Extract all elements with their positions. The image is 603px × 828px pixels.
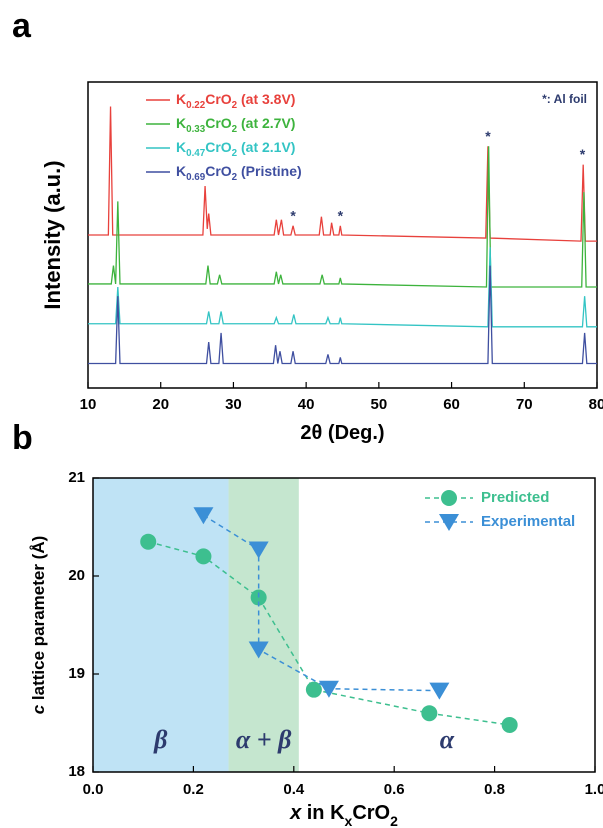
x-tick-label: 0.6 [384, 781, 405, 798]
peak-annotation: * [290, 207, 296, 223]
marker [421, 705, 438, 722]
x-tick-label: 60 [443, 396, 460, 413]
marker [305, 681, 322, 698]
panel-label: a [12, 7, 32, 45]
legend-label: Predicted [481, 489, 549, 506]
legend-marker [441, 490, 457, 506]
peak-annotation: * [580, 146, 586, 162]
series-line [148, 540, 510, 726]
x-tick-label: 1.0 [585, 781, 603, 798]
phase-label: α [440, 725, 455, 754]
x-tick-label: 80 [589, 396, 603, 413]
x-tick-label: 50 [371, 396, 388, 413]
series-line [88, 265, 597, 365]
x-tick-label: 0.4 [283, 781, 305, 798]
y-tick-label: 18 [68, 763, 85, 780]
marker [195, 548, 212, 565]
peak-annotation: * [485, 128, 491, 144]
marker [250, 589, 267, 606]
x-tick-label: 30 [225, 396, 242, 413]
panel-label: b [12, 419, 33, 457]
phase-region [93, 478, 229, 772]
legend-marker [439, 514, 459, 531]
marker [193, 507, 214, 525]
legend-label: Experimental [481, 513, 575, 530]
marker [429, 682, 450, 700]
x-tick-label: 0.0 [83, 781, 104, 798]
x-tick-label: 40 [298, 396, 315, 413]
x-tick-label: 10 [80, 396, 97, 413]
note: *: Al foil [542, 92, 587, 106]
y-axis-label: Intensity (a.u.) [40, 160, 65, 309]
x-tick-label: 0.2 [183, 781, 204, 798]
phase-label: α + β [236, 725, 292, 754]
y-tick-label: 21 [68, 469, 85, 486]
marker [318, 680, 339, 698]
legend-label: K0.69CrO2 (Pristine) [176, 163, 302, 183]
marker [140, 533, 157, 550]
legend-label: K0.33CrO2 (at 2.7V) [176, 115, 295, 135]
marker [248, 641, 269, 659]
marker [501, 716, 518, 733]
series-line [88, 146, 597, 288]
x-tick-label: 70 [516, 396, 533, 413]
x-tick-label: 20 [152, 396, 169, 413]
series-line [88, 106, 597, 242]
y-tick-label: 19 [68, 665, 85, 682]
plot-frame [92, 477, 596, 773]
y-tick-label: 20 [68, 567, 85, 584]
x-tick-label: 0.8 [484, 781, 505, 798]
y-axis-label: c lattice parameter (Å) [29, 536, 48, 715]
legend-label: K0.47CrO2 (at 2.1V) [176, 139, 295, 159]
x-axis-label: 2θ (Deg.) [300, 422, 384, 444]
phase-region [228, 478, 299, 772]
phase-label: β [153, 725, 168, 754]
legend-label: K0.22CrO2 (at 3.8V) [176, 91, 295, 111]
marker [248, 541, 269, 559]
peak-annotation: * [338, 207, 344, 223]
x-axis-label: x in KxCrO2 [289, 802, 398, 828]
